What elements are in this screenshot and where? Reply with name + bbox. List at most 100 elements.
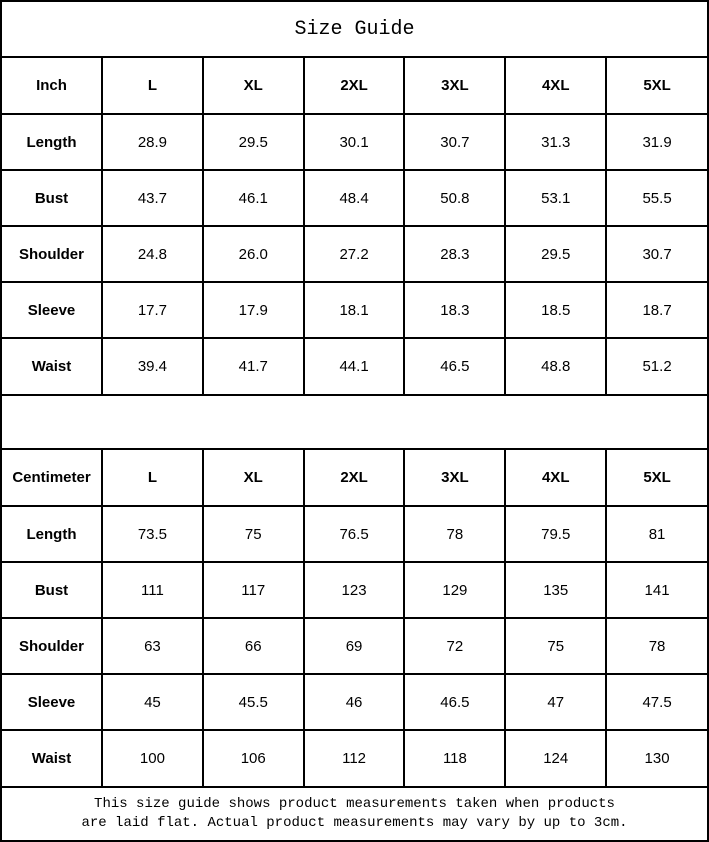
size-header: XL bbox=[201, 449, 305, 507]
row-label: Bust bbox=[1, 169, 103, 227]
cell-value: 17.9 bbox=[201, 281, 305, 339]
cell-value: 112 bbox=[302, 729, 406, 787]
inch-size-table: Inch L XL 2XL 3XL 4XL 5XL Length 28.9 29.5 30.1 30.… bbox=[1, 57, 708, 395]
cell-value: 106 bbox=[201, 729, 305, 787]
header-row: Inch L XL 2XL 3XL 4XL 5XL bbox=[1, 57, 708, 115]
cell-value: 26.0 bbox=[201, 225, 305, 283]
cell-value: 31.9 bbox=[605, 113, 708, 171]
cell-value: 129 bbox=[403, 561, 507, 619]
cell-value: 47.5 bbox=[605, 673, 708, 731]
table-row: Bust 111 117 123 129 135 141 bbox=[1, 561, 708, 619]
table-row: Shoulder 63 66 69 72 75 78 bbox=[1, 617, 708, 675]
cell-value: 30.7 bbox=[403, 113, 507, 171]
table-row: Waist 100 106 112 118 124 130 bbox=[1, 729, 708, 787]
row-label: Sleeve bbox=[1, 281, 103, 339]
footer-note-line-1: This size guide shows product measuremen… bbox=[94, 796, 615, 812]
unit-header: Inch bbox=[1, 57, 103, 115]
cell-value: 46.1 bbox=[201, 169, 305, 227]
cell-value: 28.9 bbox=[101, 113, 204, 171]
cell-value: 135 bbox=[504, 561, 608, 619]
cell-value: 18.3 bbox=[403, 281, 507, 339]
cell-value: 24.8 bbox=[101, 225, 204, 283]
size-header: 2XL bbox=[302, 57, 406, 115]
row-label: Shoulder bbox=[1, 225, 103, 283]
cell-value: 81 bbox=[605, 505, 708, 563]
cell-value: 45.5 bbox=[201, 673, 305, 731]
cell-value: 27.2 bbox=[302, 225, 406, 283]
table-row: Shoulder 24.8 26.0 27.2 28.3 29.5 30.7 bbox=[1, 225, 708, 283]
size-header: XL bbox=[201, 57, 305, 115]
cell-value: 18.7 bbox=[605, 281, 708, 339]
centimeter-size-table: Centimeter L XL 2XL 3XL 4XL 5XL Length 73.5 75 76.… bbox=[1, 449, 708, 787]
cell-value: 43.7 bbox=[101, 169, 204, 227]
cell-value: 46 bbox=[302, 673, 406, 731]
size-header: 2XL bbox=[302, 449, 406, 507]
row-label: Sleeve bbox=[1, 673, 103, 731]
unit-header: Centimeter bbox=[1, 449, 103, 507]
cell-value: 47 bbox=[504, 673, 608, 731]
cell-value: 50.8 bbox=[403, 169, 507, 227]
cell-value: 72 bbox=[403, 617, 507, 675]
cell-value: 41.7 bbox=[201, 337, 305, 395]
cell-value: 28.3 bbox=[403, 225, 507, 283]
cell-value: 76.5 bbox=[302, 505, 406, 563]
footer-note-line-2: are laid flat. Actual product measuremen… bbox=[81, 815, 628, 831]
cell-value: 123 bbox=[302, 561, 406, 619]
cell-value: 48.4 bbox=[302, 169, 406, 227]
cell-value: 66 bbox=[201, 617, 305, 675]
cell-value: 111 bbox=[101, 561, 204, 619]
page-title: Size Guide bbox=[2, 2, 707, 58]
cell-value: 73.5 bbox=[101, 505, 204, 563]
cell-value: 46.5 bbox=[403, 673, 507, 731]
cell-value: 118 bbox=[403, 729, 507, 787]
cell-value: 30.1 bbox=[302, 113, 406, 171]
size-header: 3XL bbox=[403, 57, 507, 115]
table-row: Length 28.9 29.5 30.1 30.7 31.3 31.9 bbox=[1, 113, 708, 171]
cell-value: 31.3 bbox=[504, 113, 608, 171]
cell-value: 75 bbox=[504, 617, 608, 675]
table-row: Length 73.5 75 76.5 78 79.5 81 bbox=[1, 505, 708, 563]
cell-value: 39.4 bbox=[101, 337, 204, 395]
size-header: 4XL bbox=[504, 57, 608, 115]
table-row: Waist 39.4 41.7 44.1 46.5 48.8 51.2 bbox=[1, 337, 708, 395]
cell-value: 78 bbox=[403, 505, 507, 563]
cell-value: 45 bbox=[101, 673, 204, 731]
cell-value: 55.5 bbox=[605, 169, 708, 227]
size-header: L bbox=[101, 57, 204, 115]
cell-value: 44.1 bbox=[302, 337, 406, 395]
cell-value: 17.7 bbox=[101, 281, 204, 339]
cell-value: 75 bbox=[201, 505, 305, 563]
table-spacer bbox=[2, 394, 707, 450]
cell-value: 46.5 bbox=[403, 337, 507, 395]
cell-value: 29.5 bbox=[201, 113, 305, 171]
row-label: Waist bbox=[1, 729, 103, 787]
cell-value: 79.5 bbox=[504, 505, 608, 563]
footer-note: This size guide shows product measuremen… bbox=[2, 786, 707, 840]
cell-value: 53.1 bbox=[504, 169, 608, 227]
size-header: 4XL bbox=[504, 449, 608, 507]
cell-value: 63 bbox=[101, 617, 204, 675]
size-header: L bbox=[101, 449, 204, 507]
row-label: Bust bbox=[1, 561, 103, 619]
cell-value: 78 bbox=[605, 617, 708, 675]
cell-value: 124 bbox=[504, 729, 608, 787]
cell-value: 51.2 bbox=[605, 337, 708, 395]
header-row: Centimeter L XL 2XL 3XL 4XL 5XL bbox=[1, 449, 708, 507]
row-label: Length bbox=[1, 505, 103, 563]
cell-value: 141 bbox=[605, 561, 708, 619]
table-row: Sleeve 17.7 17.9 18.1 18.3 18.5 18.7 bbox=[1, 281, 708, 339]
cell-value: 18.5 bbox=[504, 281, 608, 339]
cell-value: 69 bbox=[302, 617, 406, 675]
cell-value: 30.7 bbox=[605, 225, 708, 283]
size-header: 5XL bbox=[605, 57, 708, 115]
cell-value: 117 bbox=[201, 561, 305, 619]
table-row: Bust 43.7 46.1 48.4 50.8 53.1 55.5 bbox=[1, 169, 708, 227]
cell-value: 130 bbox=[605, 729, 708, 787]
size-header: 3XL bbox=[403, 449, 507, 507]
table-row: Sleeve 45 45.5 46 46.5 47 47.5 bbox=[1, 673, 708, 731]
row-label: Shoulder bbox=[1, 617, 103, 675]
row-label: Waist bbox=[1, 337, 103, 395]
size-header: 5XL bbox=[605, 449, 708, 507]
cell-value: 100 bbox=[101, 729, 204, 787]
